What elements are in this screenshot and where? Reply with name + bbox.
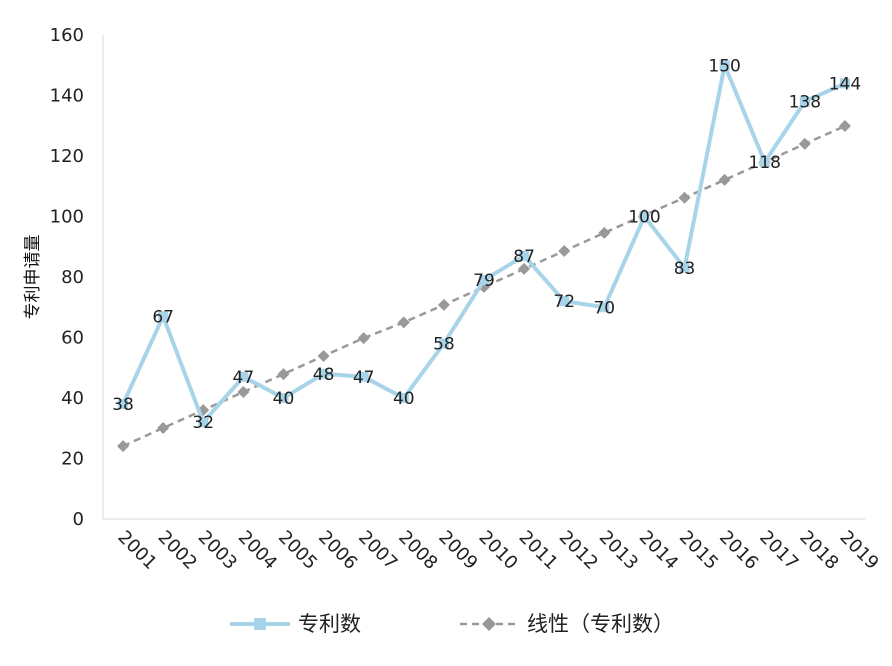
series-point <box>839 78 850 89</box>
series-point <box>639 211 650 222</box>
trend-point <box>157 421 170 434</box>
x-tick-label: 2008 <box>394 527 441 574</box>
data-label: 83 <box>674 259 696 279</box>
axes <box>102 35 865 520</box>
series-point <box>118 399 129 410</box>
x-tick-label: 2019 <box>835 527 882 574</box>
series-point <box>198 417 209 428</box>
legend-item-series-2: 线性（专利数） <box>460 612 674 636</box>
series-point <box>278 393 289 403</box>
data-label: 138 <box>789 93 821 113</box>
trend-point <box>518 262 531 275</box>
x-tick-label: 2006 <box>314 527 361 574</box>
data-label: 100 <box>628 208 660 228</box>
legend-label-series-1: 专利数 <box>298 612 361 636</box>
series-point <box>599 302 610 313</box>
trend-point <box>277 368 290 381</box>
trend-point <box>678 191 691 204</box>
data-label: 67 <box>152 307 174 327</box>
trend-point <box>558 244 571 257</box>
series-point <box>318 368 329 379</box>
y-tick-label: 120 <box>50 146 84 167</box>
data-label: 47 <box>353 368 375 388</box>
main-series <box>118 60 850 428</box>
data-label: 144 <box>829 74 861 94</box>
series-point <box>438 338 449 349</box>
series-line <box>121 63 846 425</box>
data-label: 58 <box>433 335 455 355</box>
data-label: 87 <box>513 247 535 267</box>
legend: 专利数 线性（专利数） <box>230 612 674 636</box>
data-label: 40 <box>273 389 295 409</box>
legend-swatch-series-1-marker <box>254 618 266 630</box>
trend-point <box>117 440 130 453</box>
y-tick-label: 100 <box>50 207 84 228</box>
x-tick-label: 2017 <box>755 527 802 574</box>
x-tick-label: 2002 <box>154 527 201 574</box>
y-tick-label: 140 <box>50 86 84 107</box>
y-tick-label: 40 <box>61 388 84 409</box>
trend-point <box>437 298 450 311</box>
y-tick-labels: 0 20 40 60 80 100 120 140 160 <box>50 25 84 530</box>
data-label: 32 <box>192 413 214 433</box>
y-tick-label: 0 <box>73 509 84 530</box>
y-tick-label: 60 <box>61 328 84 349</box>
y-tick-label: 20 <box>61 449 84 470</box>
trend-point <box>598 226 611 239</box>
x-tick-label: 2005 <box>274 527 321 574</box>
series-point <box>759 157 770 168</box>
x-tick-label: 2010 <box>474 527 521 574</box>
y-axis-label-group: 专利申请量 <box>23 235 43 320</box>
x-tick-label: 2009 <box>434 527 481 574</box>
series-point <box>719 60 730 71</box>
series-point <box>799 96 810 107</box>
trend-point <box>237 385 250 398</box>
data-label: 48 <box>313 365 335 385</box>
series-point <box>358 371 369 382</box>
x-tick-labels: 2001200220032004200520062007200820092010… <box>114 527 883 574</box>
series-point <box>238 371 249 382</box>
x-tick-label: 2003 <box>194 527 241 574</box>
trend-point <box>838 120 851 133</box>
data-label: 118 <box>749 153 781 173</box>
data-label: 79 <box>473 271 495 291</box>
trend-point <box>798 137 811 150</box>
series-point <box>479 275 489 286</box>
x-tick-label: 2013 <box>595 527 642 574</box>
trend-point <box>397 316 410 329</box>
data-label: 40 <box>393 389 415 409</box>
data-label: 38 <box>112 395 134 415</box>
x-tick-label: 2016 <box>715 527 762 574</box>
y-tick-label: 80 <box>61 267 84 288</box>
series-point <box>158 311 169 322</box>
trend-point <box>317 349 330 362</box>
data-labels: 38 67 32 47 40 48 47 40 58 79 87 72 70 100 83 150 118 138… <box>112 56 861 433</box>
trend-point <box>357 332 370 345</box>
trend-point <box>718 173 731 186</box>
x-tick-label: 2004 <box>234 527 281 574</box>
data-label: 70 <box>593 298 615 318</box>
legend-swatch-series-2-marker <box>482 617 496 631</box>
series-point <box>559 296 570 307</box>
legend-item-series-1: 专利数 <box>230 612 361 636</box>
y-axis-label: 专利申请量 <box>23 235 43 320</box>
x-tick-label: 2018 <box>795 527 842 574</box>
y-tick-label: 160 <box>50 25 84 46</box>
legend-label-series-2: 线性（专利数） <box>527 612 674 636</box>
series-point <box>679 262 690 273</box>
x-tick-label: 2011 <box>515 527 562 574</box>
series-point <box>519 250 530 261</box>
x-tick-label: 2014 <box>635 527 682 574</box>
x-tick-label: 2012 <box>555 527 602 574</box>
data-label: 150 <box>708 56 740 76</box>
data-label: 47 <box>233 368 255 388</box>
series-point <box>398 393 409 403</box>
x-tick-label: 2007 <box>354 527 401 574</box>
data-label: 72 <box>553 292 575 312</box>
x-tick-label: 2001 <box>114 527 161 574</box>
x-tick-label: 2015 <box>675 527 722 574</box>
